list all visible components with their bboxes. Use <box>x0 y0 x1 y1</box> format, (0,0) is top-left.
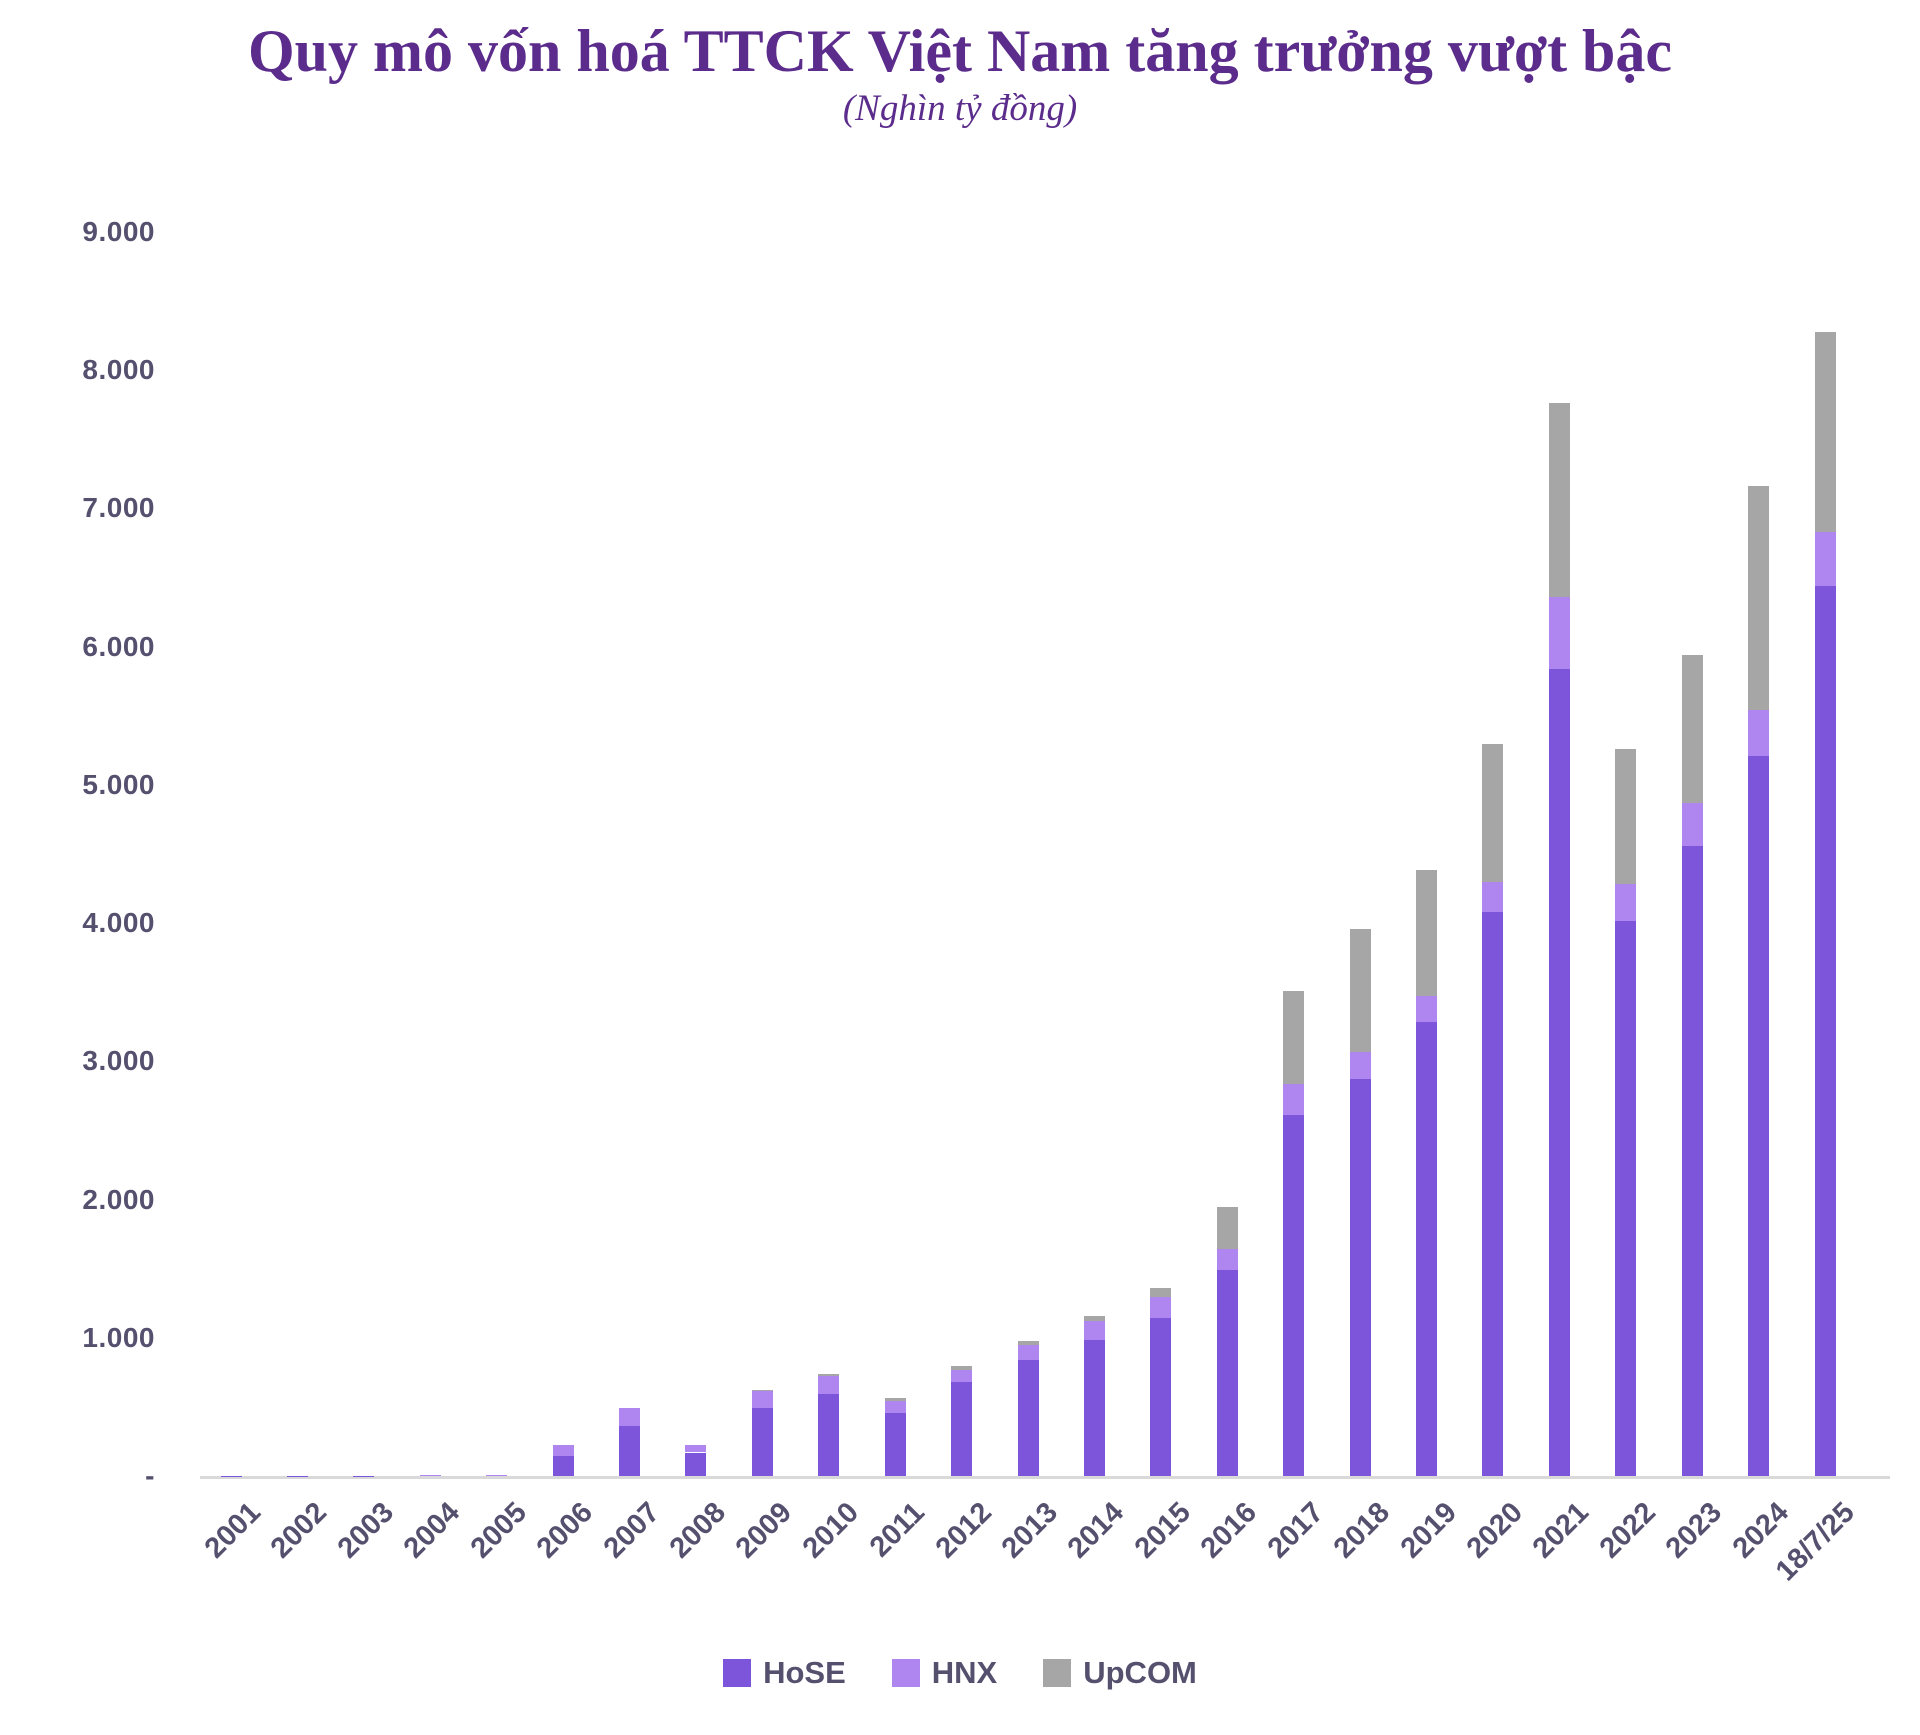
bar-segment-hose-2016 <box>1216 1269 1238 1476</box>
bar-segment-hnx-2008 <box>685 1444 707 1453</box>
bar-segment-upcom-18/7/25 <box>1814 331 1836 532</box>
bar-segment-hnx-2012 <box>951 1370 973 1383</box>
bar-segment-upcom-2013 <box>1017 1340 1039 1345</box>
y-axis-tick-label: 7.000 <box>82 492 155 524</box>
bar-segment-hose-18/7/25 <box>1814 585 1836 1476</box>
bar-segment-hnx-2010 <box>818 1376 840 1395</box>
bar-segment-hose-2005 <box>486 1474 508 1476</box>
bar-segment-hnx-2017 <box>1283 1083 1305 1115</box>
bar-segment-upcom-2021 <box>1548 402 1570 597</box>
bar-segment-hnx-2016 <box>1216 1249 1238 1270</box>
bar-segment-hnx-2006 <box>552 1445 574 1456</box>
bar-segment-hnx-2024 <box>1748 710 1770 756</box>
legend-swatch-hose-icon <box>723 1659 752 1687</box>
bar-segment-upcom-2014 <box>1083 1316 1105 1321</box>
bar-segment-hose-2024 <box>1748 755 1770 1476</box>
y-axis-tick-label: 6.000 <box>82 630 155 662</box>
bar-segment-hose-2006 <box>552 1455 574 1476</box>
bar-segment-upcom-2017 <box>1283 990 1305 1084</box>
bar-segment-upcom-2011 <box>884 1398 906 1402</box>
bar-segment-hose-2020 <box>1482 911 1504 1476</box>
bar-segment-upcom-2019 <box>1416 869 1438 996</box>
bar-segment-hose-2008 <box>685 1452 707 1476</box>
bar-segment-hnx-2020 <box>1482 882 1504 912</box>
legend-item-hnx: HNX <box>891 1655 998 1691</box>
legend-swatch-hnx-icon <box>891 1659 920 1687</box>
legend-label-upcom: UpCOM <box>1083 1655 1197 1690</box>
bar-segment-upcom-2012 <box>951 1366 973 1371</box>
bar-segment-hose-2022 <box>1615 920 1637 1476</box>
bar-segment-hose-2004 <box>419 1475 441 1476</box>
chart-subtitle: (Nghìn tỷ đồng) <box>842 88 1078 130</box>
bar-segment-hose-2021 <box>1548 669 1570 1476</box>
bar-segment-hnx-2021 <box>1548 596 1570 670</box>
bar-segment-hose-2015 <box>1150 1317 1172 1476</box>
bar-segment-upcom-2023 <box>1681 655 1703 804</box>
legend-item-hose: HoSE <box>723 1655 846 1691</box>
bar-segment-hose-2010 <box>818 1394 840 1476</box>
bar-segment-hose-2011 <box>884 1413 906 1476</box>
bar-segment-upcom-2009 <box>751 1390 773 1391</box>
chart-title: Quy mô vốn hoá TTCK Việt Nam tăng trưởng… <box>247 18 1673 84</box>
bar-segment-upcom-2016 <box>1216 1206 1238 1250</box>
bar-segment-hnx-2019 <box>1416 995 1438 1023</box>
bar-segment-hose-2018 <box>1349 1078 1371 1476</box>
bar-segment-hose-2009 <box>751 1407 773 1476</box>
y-axis-tick-label: 3.000 <box>82 1045 155 1077</box>
bar-segment-upcom-2024 <box>1748 486 1770 711</box>
y-axis-tick-label: 8.000 <box>82 354 155 386</box>
legend-label-hnx: HNX <box>931 1655 998 1690</box>
bar-segment-hnx-2009 <box>751 1390 773 1408</box>
legend-swatch-upcom-icon <box>1043 1659 1072 1687</box>
bar-segment-hnx-18/7/25 <box>1814 531 1836 586</box>
y-axis-tick-label: 2.000 <box>82 1183 155 1215</box>
bar-segment-hose-2007 <box>619 1425 641 1476</box>
bar-segment-hnx-2022 <box>1615 884 1637 921</box>
bar-segment-upcom-2010 <box>818 1374 840 1377</box>
bar-segment-hnx-2015 <box>1150 1296 1172 1318</box>
bar-segment-hose-2014 <box>1083 1339 1105 1476</box>
legend: HoSE HNX UpCOM <box>0 1655 1920 1691</box>
bar-segment-hose-2023 <box>1681 846 1703 1476</box>
y-axis-tick-label: - <box>145 1460 155 1491</box>
bar-segment-upcom-2018 <box>1349 928 1371 1053</box>
chart-header: Quy mô vốn hoá TTCK Việt Nam tăng trưởng… <box>0 18 1920 130</box>
y-axis-tick-label: 5.000 <box>82 768 155 800</box>
bar-segment-hnx-2023 <box>1681 803 1703 847</box>
y-axis-tick-label: 9.000 <box>82 216 155 247</box>
bar-segment-upcom-2020 <box>1482 744 1504 883</box>
legend-label-hose: HoSE <box>763 1655 846 1690</box>
bar-segment-hnx-2013 <box>1017 1344 1039 1360</box>
bar-segment-upcom-2015 <box>1150 1288 1172 1297</box>
bar-segment-hnx-2011 <box>884 1401 906 1414</box>
x-axis-line <box>200 1476 1890 1479</box>
bar-segment-upcom-2022 <box>1615 748 1637 885</box>
bar-segment-hose-2019 <box>1416 1022 1438 1476</box>
bar-segment-hose-2013 <box>1017 1359 1039 1476</box>
bar-segment-hnx-2007 <box>619 1407 641 1426</box>
bar-segment-hnx-2018 <box>1349 1052 1371 1079</box>
bar-segment-hose-2017 <box>1283 1114 1305 1476</box>
y-axis-tick-label: 1.000 <box>82 1321 155 1353</box>
bar-segment-hose-2012 <box>951 1382 973 1476</box>
y-axis-tick-label: 4.000 <box>82 907 155 939</box>
legend-item-upcom: UpCOM <box>1043 1655 1197 1691</box>
bar-segment-hnx-2014 <box>1083 1320 1105 1340</box>
